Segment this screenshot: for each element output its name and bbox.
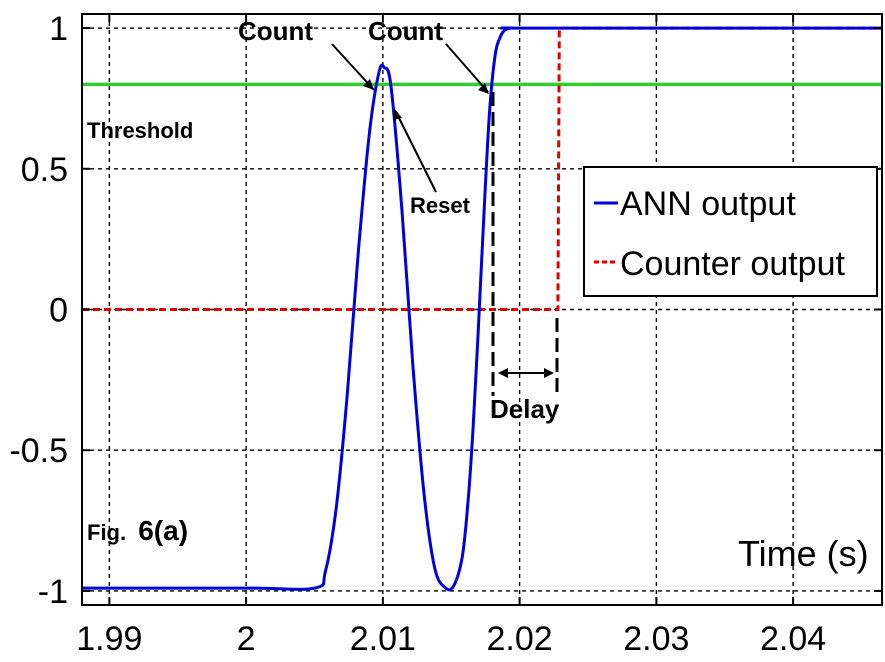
figure-label: Fig. 6(a): [87, 515, 188, 546]
figure-number: 6(a): [138, 515, 188, 546]
y-tick-label: -1: [38, 573, 68, 611]
count-label-1: Count: [238, 16, 313, 46]
x-tick-label: 2.04: [760, 620, 826, 658]
delay-arrowhead-left: [498, 368, 508, 378]
delay-label: Delay: [490, 394, 560, 424]
legend-label-ann: ANN output: [620, 185, 796, 223]
x-tick-label: 2: [237, 620, 256, 658]
y-tick-label: 0: [49, 292, 68, 330]
x-tick-label: 2.02: [487, 620, 553, 658]
count-arrowhead-1: [363, 79, 374, 90]
reset-arrow: [395, 111, 437, 193]
threshold-label: Threshold: [87, 118, 193, 143]
delay-arrowhead-right: [544, 368, 554, 378]
reset-label: Reset: [410, 193, 471, 218]
count-arrowhead-2: [478, 83, 489, 94]
x-axis-label: Time (s): [738, 533, 869, 574]
y-tick-label: 0.5: [21, 151, 68, 189]
ticks: 1.99 2 2.01 2.02 2.03 2.04 -1 -0.5 0 0.5 1: [9, 10, 882, 658]
y-tick-label: -0.5: [9, 432, 68, 470]
x-tick-label: 1.99: [76, 620, 142, 658]
x-tick-label: 2.03: [623, 620, 689, 658]
legend-box: [583, 166, 878, 297]
legend-label-counter: Counter output: [620, 245, 845, 283]
y-tick-label: 1: [49, 10, 68, 48]
annotations: Count Count Threshold Reset Delay Fig. 6…: [87, 16, 869, 574]
legend: ANN output Counter output: [583, 166, 878, 297]
count-arrow-2: [445, 43, 489, 93]
reset-arrowhead: [393, 108, 402, 120]
series-line-ann-output: [81, 26, 882, 592]
count-label-2: Count: [368, 16, 443, 46]
x-tick-label: 2.01: [350, 620, 416, 658]
figure-prefix: Fig.: [87, 520, 126, 545]
